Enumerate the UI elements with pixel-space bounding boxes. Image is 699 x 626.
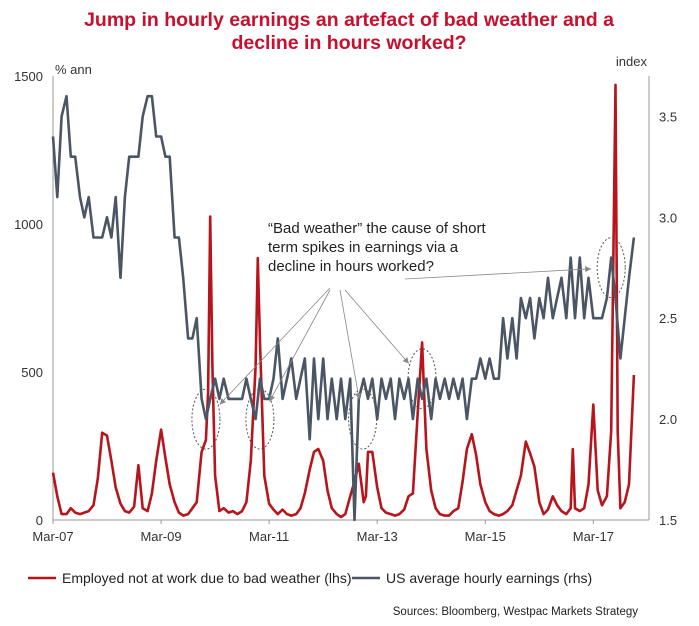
chart-title-line-1: Jump in hourly earnings an artefact of b… [84, 9, 614, 31]
x-tick-label-3: Mar-13 [357, 529, 398, 544]
right-tick-label-0: 1.5 [659, 513, 677, 528]
legend-label-weather: Employed not at work due to bad weather … [62, 570, 352, 586]
source-note: Sources: Bloomberg, Westpac Markets Stra… [393, 606, 638, 618]
annotation-arrow-2 [339, 289, 360, 400]
annotation-arrowhead-3 [402, 357, 409, 364]
annotation-arrowhead-2 [355, 392, 362, 400]
x-tick-label-1: Mar-09 [140, 529, 181, 544]
left-tick-label-2: 1000 [14, 217, 43, 232]
legend-label-earnings: US average hourly earnings (rhs) [386, 570, 592, 586]
right-tick-label-2: 2.5 [659, 311, 677, 326]
highlight-ellipse-4 [596, 237, 626, 299]
x-tick-label-5: Mar-17 [573, 529, 614, 544]
annotation-text-line-2: decline in hours worked? [268, 258, 434, 275]
chart-frame [52, 76, 650, 521]
annotation-arrow-4 [404, 268, 592, 280]
annotation-text-line-0: “Bad weather” the cause of short [268, 220, 486, 237]
right-tick-label-4: 3.5 [659, 109, 677, 124]
right-tick-label-1: 2.0 [659, 412, 677, 427]
annotation-arrowhead-4 [585, 266, 592, 273]
left-tick-label-0: 0 [36, 513, 43, 528]
annotation-arrow-1 [269, 289, 331, 402]
annotation-arrow-0 [219, 287, 331, 405]
annotation-text-line-1: term spikes in earnings via a [268, 239, 459, 256]
x-tick-label-4: Mar-15 [465, 529, 506, 544]
x-tick-label-0: Mar-07 [32, 529, 73, 544]
annotation-arrowhead-0 [219, 398, 226, 405]
legend: Employed not at work due to bad weather … [28, 570, 592, 586]
series-group [51, 83, 636, 522]
right-axis-unit-label: index [616, 54, 648, 69]
series-line-weather [51, 83, 636, 519]
chart-title-line-2: decline in hours worked? [231, 32, 466, 54]
tick-labels: 0 500 1000 1500 1.5 2.0 2.5 3.0 3.5 Mar-07 Mar-09 M… [14, 69, 677, 544]
right-tick-label-3: 3.0 [659, 210, 677, 225]
annotation-group: “Bad weather” the cause of short term spi… [219, 220, 592, 405]
highlight-ellipse-1 [245, 388, 275, 450]
annotation-arrowhead-1 [269, 394, 275, 402]
left-axis-unit-label: % ann [55, 62, 92, 77]
highlight-ellipse-0 [191, 388, 221, 450]
annotation-arrow-3 [344, 289, 410, 364]
left-tick-label-3: 1500 [14, 69, 43, 84]
x-tick-label-2: Mar-11 [249, 529, 289, 544]
left-tick-label-1: 500 [21, 365, 43, 380]
series-line-earnings [51, 94, 636, 522]
